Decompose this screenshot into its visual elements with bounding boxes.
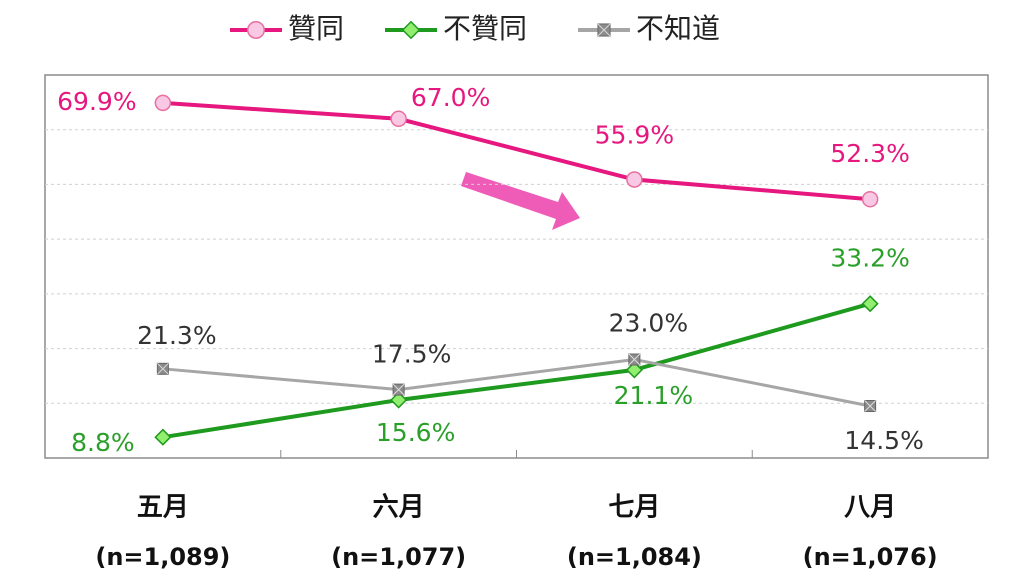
legend-marker xyxy=(247,21,265,39)
x-tick-label: 八月 xyxy=(844,493,896,523)
marker xyxy=(628,353,641,366)
marker xyxy=(626,171,643,188)
x-tick-label: 六月 xyxy=(373,493,425,523)
data-label: 33.2% xyxy=(830,244,909,273)
marker xyxy=(864,400,877,413)
marker-cross xyxy=(628,353,641,366)
series-line xyxy=(162,100,871,202)
data-label: 15.6% xyxy=(376,418,455,447)
data-label: 21.1% xyxy=(614,381,693,410)
data-label: 55.9% xyxy=(595,121,674,150)
marker xyxy=(625,361,643,379)
marker xyxy=(390,391,408,409)
marker xyxy=(861,295,879,313)
sample-size: (n=1,077) xyxy=(331,543,466,571)
x-tick-label: 七月 xyxy=(608,493,660,523)
data-label: 52.3% xyxy=(830,139,909,168)
plot-area xyxy=(44,74,989,459)
marker-cross xyxy=(392,383,405,396)
series-line xyxy=(162,357,871,408)
x-tick-label: 五月 xyxy=(137,493,189,523)
legend-marker xyxy=(401,20,421,40)
data-label: 21.3% xyxy=(137,321,216,350)
trend-arrow xyxy=(461,172,580,230)
sample-size: (n=1,089) xyxy=(95,543,230,571)
data-label: 8.8% xyxy=(71,428,135,457)
sample-size: (n=1,084) xyxy=(567,543,702,571)
marker xyxy=(861,190,879,208)
legend-label: 不贊同 xyxy=(443,12,527,45)
marker-cross xyxy=(597,23,611,37)
marker xyxy=(156,362,169,375)
sample-size: (n=1,076) xyxy=(803,543,938,571)
data-label: 17.5% xyxy=(372,340,451,369)
marker xyxy=(154,94,172,112)
series-line xyxy=(162,301,871,440)
marker-cross xyxy=(864,400,876,412)
marker xyxy=(392,383,405,396)
marker xyxy=(154,428,172,446)
data-label: 67.0% xyxy=(411,83,490,112)
legend-marker xyxy=(597,23,611,37)
data-label: 69.9% xyxy=(57,87,136,116)
marker-cross xyxy=(157,362,169,375)
legend-label: 贊同 xyxy=(288,12,344,45)
data-label: 14.5% xyxy=(844,426,923,455)
data-label: 23.0% xyxy=(609,309,688,338)
legend-label: 不知道 xyxy=(636,12,720,45)
marker xyxy=(390,110,407,128)
